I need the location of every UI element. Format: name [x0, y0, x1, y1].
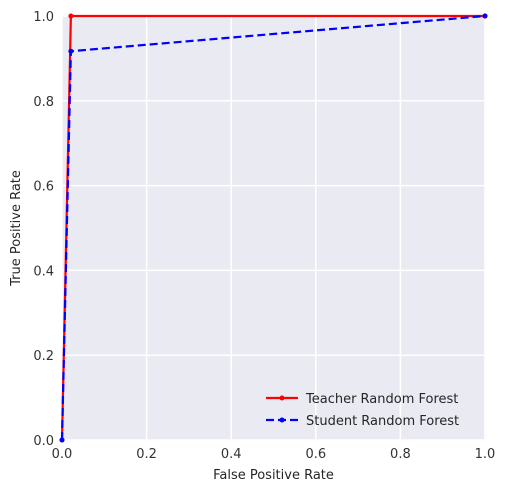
x-tick-label: 1.0 [475, 447, 496, 462]
x-axis-title: False Positive Rate [213, 468, 334, 483]
y-tick-labels: 0.0 0.2 0.4 0.6 0.8 1.0 [33, 10, 54, 449]
legend-label: Teacher Random Forest [305, 392, 458, 407]
y-tick-label: 1.0 [33, 10, 54, 25]
y-tick-label: 0.6 [33, 180, 54, 195]
x-tick-labels: 0.0 0.2 0.4 0.6 0.8 1.0 [52, 447, 496, 462]
legend-marker [279, 417, 285, 423]
y-tick-label: 0.4 [33, 264, 54, 279]
y-tick-label: 0.0 [33, 434, 54, 449]
series-point [482, 13, 488, 19]
plot-area [62, 16, 485, 440]
series-point [68, 13, 74, 19]
legend: Teacher Random Forest Student Random Fore… [266, 392, 459, 429]
y-tick-label: 0.2 [33, 349, 54, 364]
x-tick-label: 0.6 [305, 447, 326, 462]
y-tick-label: 0.8 [33, 95, 54, 110]
x-tick-label: 0.8 [390, 447, 411, 462]
series-lines [59, 13, 488, 443]
series-point [68, 48, 74, 54]
x-tick-label: 0.4 [221, 447, 242, 462]
series-point [59, 437, 65, 443]
x-tick-label: 0.2 [136, 447, 157, 462]
legend-marker [279, 395, 285, 401]
y-axis-title: True Positive Rate [9, 170, 24, 287]
x-tick-label: 0.0 [52, 447, 73, 462]
legend-label: Student Random Forest [306, 414, 459, 429]
